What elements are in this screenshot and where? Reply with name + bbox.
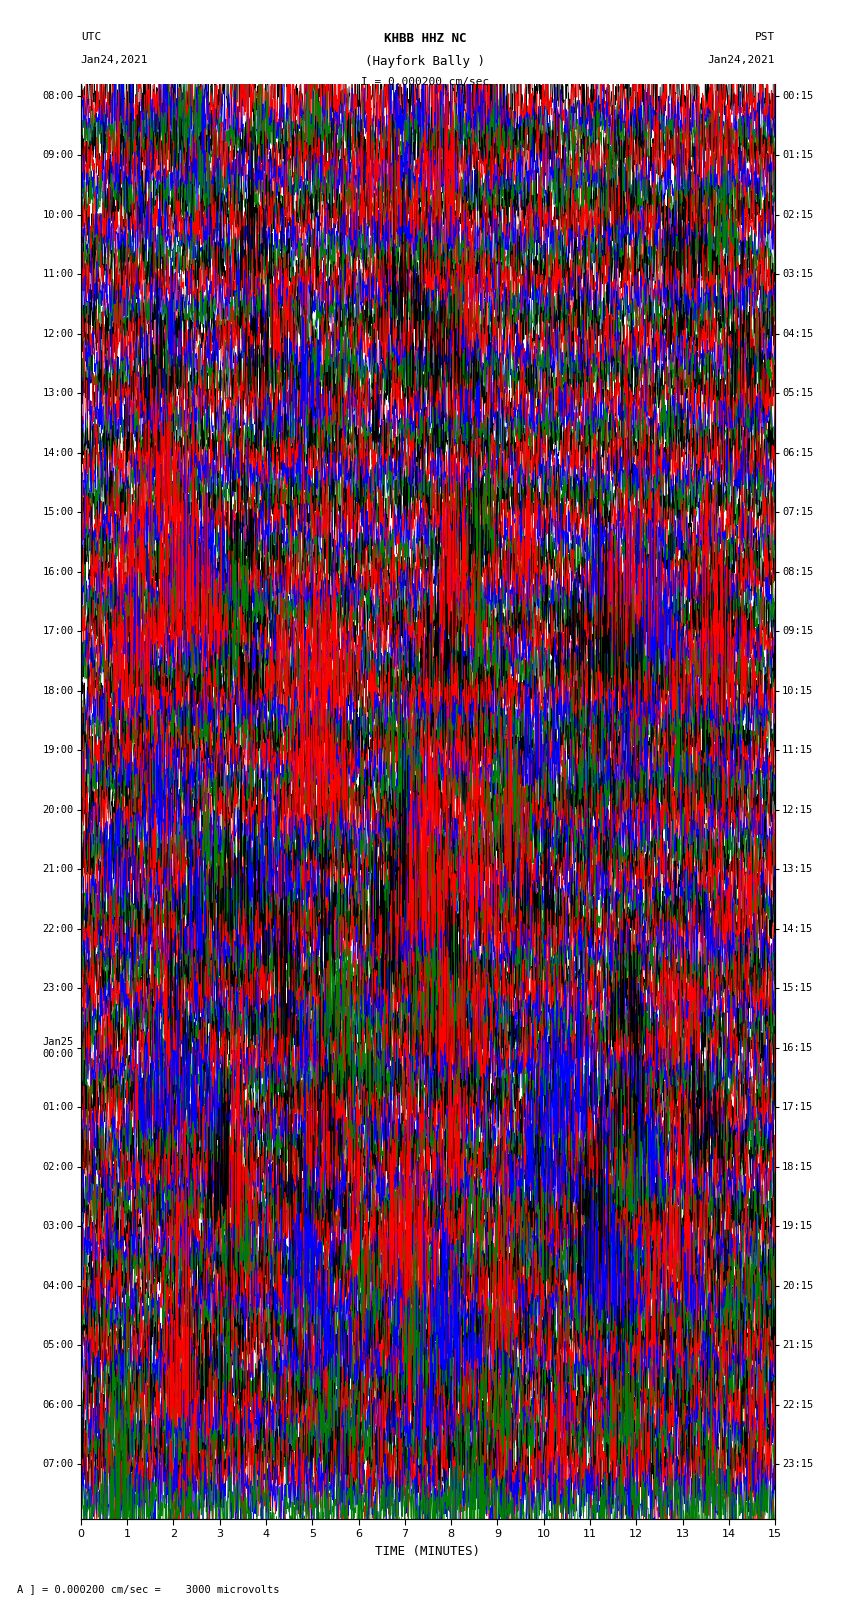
Text: (Hayfork Bally ): (Hayfork Bally ) <box>365 55 485 68</box>
Text: I = 0.000200 cm/sec: I = 0.000200 cm/sec <box>361 77 489 87</box>
Text: Jan24,2021: Jan24,2021 <box>81 55 148 65</box>
Text: UTC: UTC <box>81 32 101 42</box>
Text: PST: PST <box>755 32 775 42</box>
Text: KHBB HHZ NC: KHBB HHZ NC <box>383 32 467 45</box>
Text: Jan24,2021: Jan24,2021 <box>708 55 775 65</box>
Text: A ] = 0.000200 cm/sec =    3000 microvolts: A ] = 0.000200 cm/sec = 3000 microvolts <box>17 1584 280 1594</box>
X-axis label: TIME (MINUTES): TIME (MINUTES) <box>376 1545 480 1558</box>
